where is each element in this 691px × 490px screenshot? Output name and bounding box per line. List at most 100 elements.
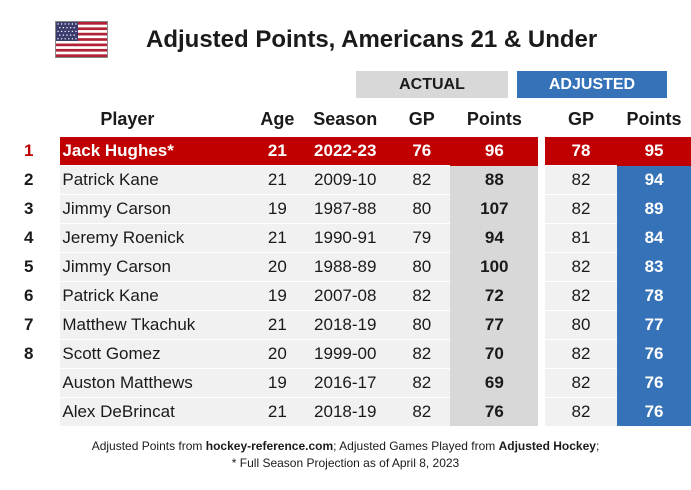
flag-stars [57, 23, 77, 40]
actual-points-header: Points [466, 108, 522, 129]
rank-cell: 1 [24, 141, 34, 161]
flag-star [66, 34, 68, 36]
column-gap [538, 165, 545, 195]
actual-points-cell: 77 [450, 310, 539, 340]
season-cell: 2016-17 [297, 368, 394, 398]
rank-cell [18, 398, 60, 427]
season-cell: 1987-88 [297, 194, 394, 224]
actual-points-cell: 100 [450, 252, 539, 282]
flag-stripes [56, 22, 107, 57]
flag-stripe [56, 43, 107, 47]
column-gap [538, 397, 545, 426]
column-gap [538, 194, 545, 224]
actual-points-cell: 72 [450, 281, 539, 311]
flag-star [64, 23, 66, 25]
actual-group-header: ACTUAL [356, 71, 508, 98]
table-row: 3 Jimmy Carson 19 1987-88 80 107 82 89 [18, 194, 691, 224]
column-gap [538, 252, 545, 282]
column-gap [538, 281, 545, 311]
rank-cell: 3 [24, 199, 34, 218]
age-cell: 20 [257, 252, 298, 282]
age-cell: 21 [257, 137, 298, 166]
flag-stripe [56, 54, 107, 57]
season-header: Season [313, 108, 378, 129]
season-cell: 2009-10 [297, 165, 394, 195]
actual-gp-cell: 82 [393, 281, 451, 311]
player-cell: Jimmy Carson [60, 252, 258, 282]
age-cell: 21 [257, 223, 298, 253]
flag-star [71, 38, 74, 40]
rank-cell: 8 [24, 344, 34, 363]
flag-star [69, 27, 72, 29]
player-cell: Alex DeBrincat [60, 397, 258, 426]
rank-cell: 5 [24, 257, 34, 276]
actual-gp-cell: 82 [393, 165, 451, 195]
age-cell: 20 [257, 339, 298, 369]
flag-star [68, 23, 70, 25]
adjusted-gp-cell: 82 [544, 397, 618, 426]
flag-star [73, 34, 75, 36]
footer-sources: Adjusted Points from hockey-reference.co… [0, 439, 691, 453]
adjusted-gp-header: GP [568, 108, 595, 129]
actual-gp-cell: 82 [393, 368, 451, 398]
adjusted-gp-cell: 80 [544, 310, 618, 340]
season-cell: 2007-08 [297, 281, 394, 311]
season-cell: 2018-19 [297, 397, 394, 426]
actual-gp-cell: 82 [393, 397, 451, 426]
footer-text: Adjusted Points from [91, 439, 206, 453]
age-cell: 21 [257, 165, 298, 195]
rank-cell: 7 [24, 315, 34, 334]
table-row: Auston Matthews 19 2016-17 82 69 82 76 [18, 368, 691, 398]
footer-text: ; Adjusted Games Played from [333, 439, 499, 453]
adjusted-points-cell: 76 [617, 339, 691, 369]
stats-table: Player Age Season GP Points GP Points 1 J… [18, 101, 691, 426]
rank-cell: 4 [24, 228, 34, 247]
flag-star [62, 27, 65, 29]
actual-points-cell: 96 [450, 137, 539, 166]
flag-stripe [56, 48, 107, 52]
footer-note: * Full Season Projection as of April 8, … [231, 456, 460, 470]
adjusted-gp-cell: 82 [544, 252, 618, 282]
flag-star [71, 23, 74, 25]
season-cell: 2018-19 [297, 310, 394, 340]
table-row: 8 Scott Gomez 20 1999-00 82 70 82 76 [18, 339, 691, 369]
column-gap [538, 339, 545, 369]
adjusted-points-cell: 78 [617, 281, 691, 311]
adjusted-points-cell: 94 [617, 165, 691, 195]
table-row: 4 Jeremy Roenick 21 1990-91 79 94 81 84 [18, 223, 691, 253]
table-row: 1 Jack Hughes* 21 2022-23 76 96 78 95 [18, 137, 691, 166]
age-header: Age [260, 108, 295, 129]
flag-star [59, 34, 61, 36]
age-cell: 19 [257, 194, 298, 224]
actual-gp-cell: 79 [393, 223, 451, 253]
actual-gp-cell: 80 [393, 252, 451, 282]
actual-points-cell: 88 [450, 165, 539, 195]
chart-title: Adjusted Points, Americans 21 & Under [146, 26, 598, 53]
adjusted-gp-cell: 78 [544, 137, 618, 166]
flag-star [75, 38, 77, 40]
actual-gp-cell: 80 [393, 310, 451, 340]
flag-star [57, 23, 59, 25]
age-cell: 21 [257, 310, 298, 340]
player-cell: Scott Gomez [60, 339, 258, 369]
rank-header [18, 101, 60, 137]
actual-gp-cell: 80 [393, 194, 451, 224]
actual-points-cell: 70 [450, 339, 539, 369]
flag-stripe [56, 38, 107, 41]
adjusted-gp-cell: 81 [544, 223, 618, 253]
table-row: 2 Patrick Kane 21 2009-10 82 88 82 94 [18, 165, 691, 195]
actual-points-cell: 107 [450, 194, 539, 224]
flag-stripe [56, 22, 107, 25]
adjusted-points-cell: 77 [617, 310, 691, 340]
us-flag-icon [55, 21, 108, 58]
actual-gp-cell: 82 [393, 339, 451, 369]
actual-points-cell: 94 [450, 223, 539, 253]
flag-canton [56, 22, 78, 41]
player-cell: Auston Matthews [60, 368, 258, 398]
flag-star [59, 27, 61, 29]
actual-gp-cell: 76 [393, 137, 451, 166]
us-flag-graphic [56, 22, 107, 57]
season-cell: 1999-00 [297, 339, 394, 369]
player-cell: Patrick Kane [60, 165, 258, 195]
flag-stripe [56, 32, 107, 36]
